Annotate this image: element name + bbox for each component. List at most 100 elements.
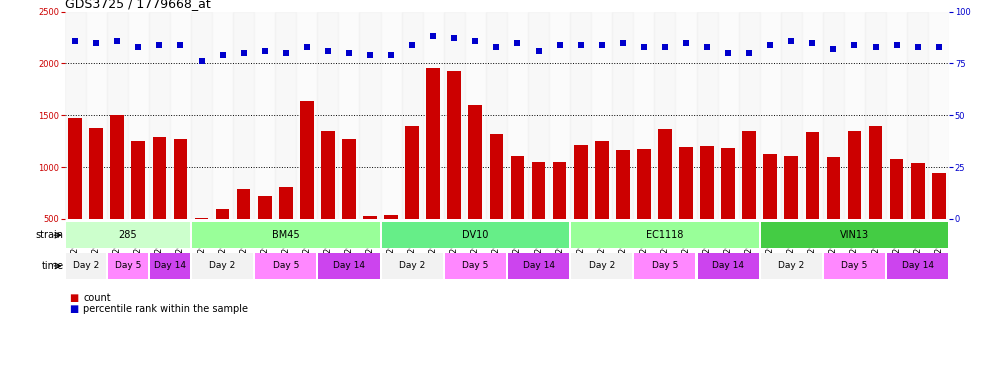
Point <box>510 40 526 46</box>
Text: Day 14: Day 14 <box>523 262 555 270</box>
Text: ■: ■ <box>70 304 79 314</box>
Point <box>762 41 778 48</box>
Point <box>256 48 272 54</box>
Text: Day 2: Day 2 <box>778 262 804 270</box>
Point <box>636 44 652 50</box>
Point <box>825 46 841 52</box>
Bar <box>89 127 103 271</box>
Bar <box>574 145 587 271</box>
Bar <box>802 12 823 219</box>
Point <box>299 44 315 50</box>
Bar <box>784 156 798 271</box>
Point <box>889 41 905 48</box>
Bar <box>128 12 149 219</box>
Point <box>383 52 399 58</box>
Bar <box>890 159 904 271</box>
Point <box>531 48 547 54</box>
Bar <box>572 253 632 279</box>
Point <box>194 58 210 65</box>
Bar <box>637 149 651 271</box>
Bar <box>549 12 571 219</box>
Bar <box>654 12 676 219</box>
Bar <box>275 12 296 219</box>
Point <box>488 44 504 50</box>
Bar <box>911 163 924 271</box>
Point <box>783 38 799 44</box>
Bar <box>321 131 335 271</box>
Bar <box>447 71 461 271</box>
Bar <box>824 253 885 279</box>
Point <box>109 38 125 44</box>
Text: time: time <box>42 261 64 271</box>
Point <box>699 44 715 50</box>
Point <box>552 41 568 48</box>
Point <box>68 38 83 44</box>
Bar <box>254 12 275 219</box>
Bar <box>658 129 672 271</box>
Bar <box>66 222 190 248</box>
Bar <box>69 118 82 271</box>
Bar <box>511 156 524 271</box>
Point <box>467 38 483 44</box>
Point <box>930 44 946 50</box>
Text: BM45: BM45 <box>272 230 299 240</box>
Point <box>910 44 925 50</box>
Bar <box>106 12 128 219</box>
Bar <box>422 12 443 219</box>
Bar <box>594 141 608 271</box>
Bar <box>508 253 570 279</box>
Text: Day 2: Day 2 <box>399 262 425 270</box>
Bar <box>760 253 822 279</box>
Point <box>425 33 441 40</box>
Bar <box>107 253 148 279</box>
Bar <box>932 173 945 271</box>
Bar <box>591 12 612 219</box>
Bar <box>170 12 191 219</box>
Bar <box>381 12 402 219</box>
Bar <box>300 101 314 271</box>
Bar <box>865 12 886 219</box>
Bar <box>279 187 292 271</box>
Bar <box>65 12 85 219</box>
Bar <box>571 12 591 219</box>
Bar <box>216 209 230 271</box>
Text: GDS3725 / 1779668_at: GDS3725 / 1779668_at <box>65 0 211 10</box>
Point <box>130 44 146 50</box>
Bar <box>192 253 253 279</box>
Text: Day 2: Day 2 <box>588 262 615 270</box>
Bar <box>255 253 316 279</box>
Bar <box>338 12 360 219</box>
Bar <box>174 139 187 271</box>
Bar <box>149 12 170 219</box>
Bar <box>780 12 802 219</box>
Bar <box>743 131 756 271</box>
Text: Day 2: Day 2 <box>73 262 98 270</box>
Bar <box>760 222 948 248</box>
Point <box>88 40 104 46</box>
Bar <box>237 189 250 271</box>
Bar <box>402 12 422 219</box>
Text: EC1118: EC1118 <box>646 230 684 240</box>
Bar <box>360 12 381 219</box>
Bar <box>697 12 718 219</box>
Text: strain: strain <box>36 230 64 240</box>
Point <box>742 50 757 56</box>
Text: ■: ■ <box>70 293 79 303</box>
Text: Day 5: Day 5 <box>114 262 141 270</box>
Point <box>151 41 167 48</box>
Point <box>277 50 294 56</box>
Bar <box>406 126 419 271</box>
Bar <box>296 12 317 219</box>
Bar <box>363 216 377 271</box>
Bar <box>192 222 380 248</box>
Text: Day 5: Day 5 <box>462 262 488 270</box>
Bar <box>342 139 356 271</box>
Text: Day 14: Day 14 <box>154 262 186 270</box>
Bar <box>382 253 442 279</box>
Bar <box>886 12 908 219</box>
Bar <box>763 154 777 271</box>
Point <box>236 50 251 56</box>
Bar <box>616 151 629 271</box>
Bar <box>844 12 865 219</box>
Point <box>678 40 694 46</box>
